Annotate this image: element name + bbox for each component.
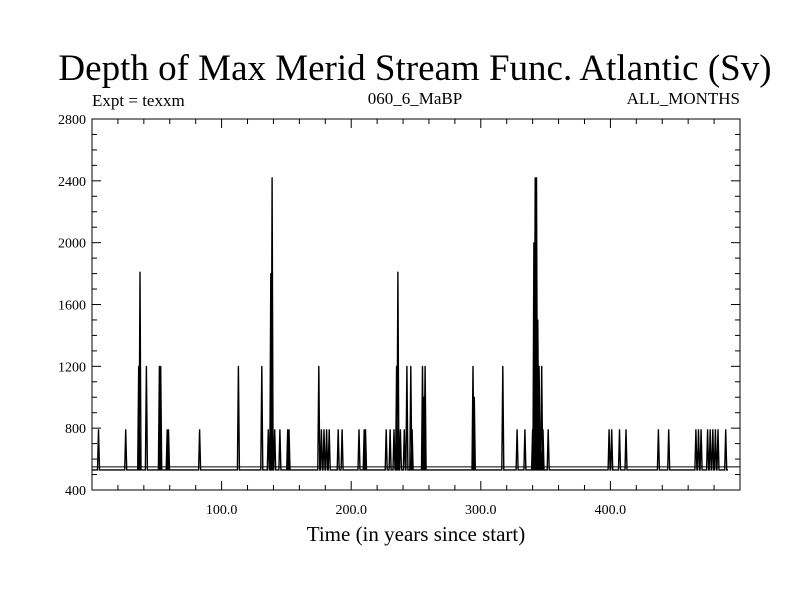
data-point [363,429,365,431]
y-tick-label: 2400 [58,175,86,190]
data-point [423,396,425,398]
data-point [139,271,141,273]
data-point [288,429,290,431]
data-point [537,319,539,321]
data-point [524,429,526,431]
data-point [364,429,367,431]
chart-title: Depth of Max Merid Stream Func. Atlantic… [58,48,771,89]
data-point [395,365,398,367]
data-point [625,429,627,431]
data-point [399,429,402,431]
data-point [611,429,613,431]
chart-subtitle-center: 060_6_MaBP [368,89,462,108]
data-point [411,429,413,431]
data-point [541,365,543,367]
data-point [516,429,518,431]
data-point [145,365,148,367]
data-points [97,177,727,431]
data-point [473,396,475,398]
data-point [707,429,709,431]
y-tick-label: 2000 [58,237,86,252]
data-point [318,365,320,367]
data-point [267,429,269,431]
data-point [406,365,408,367]
data-point [160,365,162,367]
data-point [325,429,328,431]
data-point [410,365,412,367]
data-point [389,429,391,431]
data-point [279,429,281,431]
data-point [271,177,273,179]
data-point [714,429,716,431]
data-point [237,365,240,367]
data-point [533,242,535,244]
data-point [397,271,399,273]
data-point [341,429,343,431]
data-point [358,429,360,431]
data-point [125,429,127,431]
data-point [393,429,395,431]
x-tick-label: 300.0 [465,503,497,518]
data-point [668,429,670,431]
data-point [261,365,263,367]
plot-frame [91,118,741,491]
data-point [542,429,544,431]
axis-tick-labels: 400 800 1200 1600 2000 2400 2800 100.0 200.0 300.… [58,113,626,518]
data-point [608,429,610,431]
data-point [618,429,621,431]
data-point [421,365,424,367]
data-point [532,429,534,431]
data-point [709,429,711,431]
y-tick-label: 2800 [58,113,86,128]
data-point [539,429,542,431]
data-point [538,365,540,367]
data-point [534,177,536,179]
data-point [695,429,697,431]
data-point [198,429,201,431]
data-point [725,429,727,431]
data-point [657,429,659,431]
data-point [502,365,504,367]
data-point [323,429,325,431]
data-point [712,429,714,431]
data-point [320,429,322,431]
data-series-line [92,177,728,471]
data-point [717,429,719,431]
data-point [472,365,474,367]
data-point [535,177,538,179]
data-point [424,365,426,367]
y-tick-label: 800 [65,422,86,437]
data-point [337,429,339,431]
data-point [97,429,100,431]
data-point [547,429,549,431]
data-point [167,429,170,431]
data-point [270,272,272,275]
x-tick-label: 200.0 [335,503,367,518]
y-tick-label: 400 [65,484,86,499]
data-point [138,365,140,367]
data-point [274,429,276,431]
x-tick-label: 400.0 [595,503,627,518]
x-tick-label: 100.0 [206,503,238,518]
chart-subtitle-right: ALL_MONTHS [627,89,740,108]
data-point [166,429,168,431]
x-axis-label: Time (in years since start) [307,522,526,546]
y-tick-label: 1600 [58,299,86,314]
axis-ticks [92,118,740,491]
data-point [403,429,405,431]
data-point [385,429,387,431]
data-point [700,429,702,431]
data-point [697,429,700,431]
data-point [158,365,160,367]
data-point [328,429,330,431]
chart-subtitle-left: Expt = texxm [92,91,185,110]
y-tick-label: 1200 [58,360,86,375]
data-point [287,429,289,431]
